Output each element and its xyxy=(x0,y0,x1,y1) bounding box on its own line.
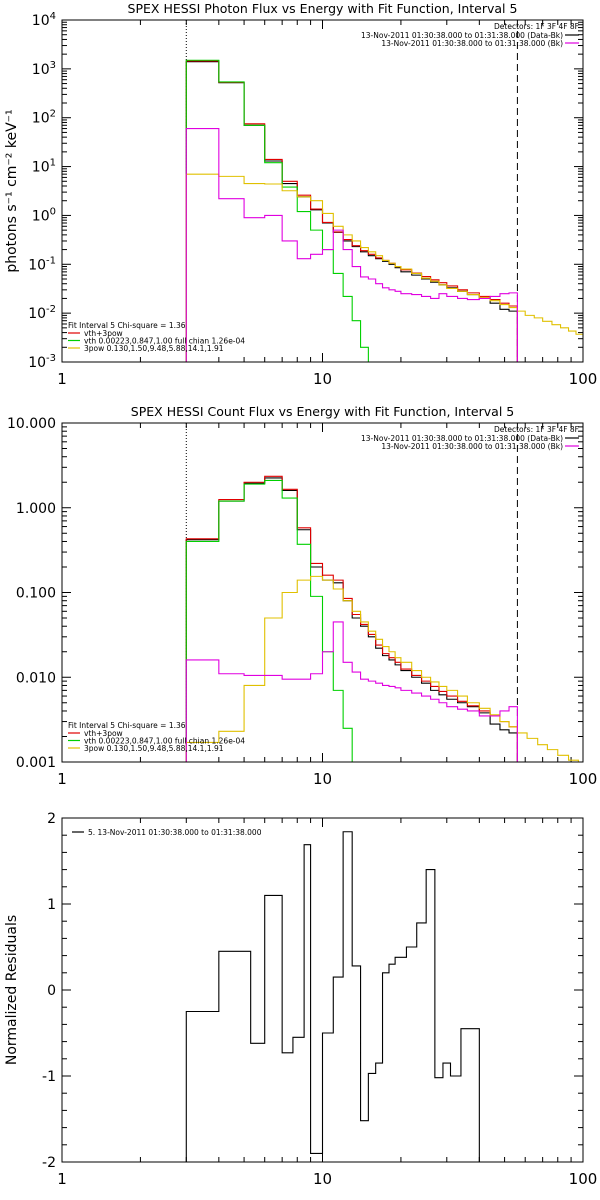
x-tick-label: 10 xyxy=(313,1170,332,1188)
x-tick-label: 100 xyxy=(569,770,598,788)
y-axis-label: photons s⁻¹ cm⁻² keV⁻¹ xyxy=(4,109,20,272)
x-tick-label: 10 xyxy=(313,370,332,388)
series-line-3 xyxy=(185,59,376,362)
legend-entry-label: vth 0.00223,0.847,1.00 full chian 1.26e-… xyxy=(84,737,245,746)
plot-frame xyxy=(61,817,584,1163)
legend-entry-label: 13-Nov-2011 01:30:38.000 to 01:31:38.000… xyxy=(381,39,563,48)
legend-header: Detectors: 1F 3F 4F 8F xyxy=(494,425,579,434)
x-tick-label: 100 xyxy=(569,370,598,388)
y-tick-label: 2 xyxy=(47,811,56,827)
legend-entry-label: 3pow 0.130,1.50,9.48,5.88,14.1,1.91 xyxy=(84,744,224,753)
series-line-1 xyxy=(185,477,518,762)
plot-frame xyxy=(61,422,584,763)
y-tick-exponent: 1 xyxy=(50,158,56,169)
y-tick-label: -2 xyxy=(42,1155,56,1171)
y-tick-exponent: 0 xyxy=(50,206,56,217)
series-line-5 xyxy=(185,128,518,362)
y-tick-exponent: 3 xyxy=(50,60,56,71)
y-tick-base: 10 xyxy=(28,355,46,371)
series-line-4 xyxy=(185,575,579,762)
legend-entry-label: 3pow 0.130,1.50,9.48,5.88,14.1,1.91 xyxy=(84,344,224,353)
legend-entry-label: 13-Nov-2011 01:30:38.000 to 01:31:38.000… xyxy=(381,442,563,451)
y-tick-base: 10 xyxy=(32,62,50,78)
y-tick-exponent: 4 xyxy=(50,11,56,22)
y-tick-exponent: -1 xyxy=(46,255,56,266)
legend-entry-label: vth+3pow xyxy=(84,329,123,338)
legend-header: Fit Interval 5 Chi-square = 1.36 xyxy=(68,721,186,730)
y-tick-exponent: -2 xyxy=(46,304,56,315)
y-tick-base: 10 xyxy=(32,111,50,127)
y-tick-exponent: -3 xyxy=(46,353,56,364)
y-tick-label: 1 xyxy=(47,897,56,913)
y-tick-label: 10-3 xyxy=(28,353,56,371)
y-tick-label: 10-2 xyxy=(28,304,56,322)
legend-entry-label: vth 0.00223,0.847,1.00 full chian 1.26e-… xyxy=(84,337,245,346)
chart-panel-2: SPEX HESSI Count Flux vs Energy with Fit… xyxy=(7,404,597,788)
y-tick-label: 100 xyxy=(32,206,56,224)
y-tick-base: 10 xyxy=(28,257,46,273)
series-line-5 xyxy=(185,621,518,762)
data-layer xyxy=(185,475,579,762)
x-tick-label: 1 xyxy=(57,770,67,788)
plot-frame xyxy=(61,19,584,363)
y-tick-base: 10 xyxy=(28,306,46,322)
y-tick-label: 1.000 xyxy=(16,501,56,517)
legend-header: Detectors: 1F 3F 4F 8F xyxy=(494,22,579,31)
y-tick-label: 103 xyxy=(32,60,56,78)
series-line-4 xyxy=(185,173,583,362)
y-tick-label: 104 xyxy=(32,11,56,29)
y-tick-label: 0.100 xyxy=(16,586,56,602)
y-tick-label: 102 xyxy=(32,109,56,127)
y-tick-base: 10 xyxy=(32,160,50,176)
series-line-1 xyxy=(185,831,480,1162)
y-tick-label: 0 xyxy=(47,983,56,999)
y-tick-label: 10.000 xyxy=(7,416,56,432)
x-tick-label: 100 xyxy=(569,1170,598,1188)
chart-title: SPEX HESSI Count Flux vs Energy with Fit… xyxy=(131,404,514,419)
series-line-2 xyxy=(185,475,518,762)
y-tick-base: 10 xyxy=(32,208,50,224)
y-tick-label: 0.001 xyxy=(16,755,56,771)
y-tick-label: -1 xyxy=(42,1069,56,1085)
legend-entry-label: 5. 13-Nov-2011 01:30:38.000 to 01:31:38.… xyxy=(88,828,262,837)
y-tick-label: 10-1 xyxy=(28,255,56,273)
chart-panel-1: SPEX HESSI Photon Flux vs Energy with Fi… xyxy=(4,1,597,388)
legend-header: Fit Interval 5 Chi-square = 1.36 xyxy=(68,321,186,330)
legend-entry-label: vth+3pow xyxy=(84,729,123,738)
y-tick-label: 0.010 xyxy=(16,670,56,686)
series-line-3 xyxy=(185,479,361,762)
y-tick-label: 101 xyxy=(32,158,56,176)
y-tick-exponent: 2 xyxy=(50,109,56,120)
y-axis-label: Normalized Residuals xyxy=(4,915,20,1065)
legend-entry-label: 13-Nov-2011 01:30:38.000 to 01:31:38.000… xyxy=(361,31,563,40)
data-layer xyxy=(185,59,583,362)
legend-entry-label: 13-Nov-2011 01:30:38.000 to 01:31:38.000… xyxy=(361,434,563,443)
x-tick-label: 1 xyxy=(57,1170,67,1188)
chart-title: SPEX HESSI Photon Flux vs Energy with Fi… xyxy=(128,1,518,16)
y-tick-base: 10 xyxy=(32,13,50,29)
x-tick-label: 1 xyxy=(57,370,67,388)
data-layer xyxy=(185,831,480,1162)
x-tick-label: 10 xyxy=(313,770,332,788)
chart-panel-3: 1 10 100 -2 -1 0 1 2 Normalized Residuals 5. 13-N… xyxy=(4,811,597,1188)
